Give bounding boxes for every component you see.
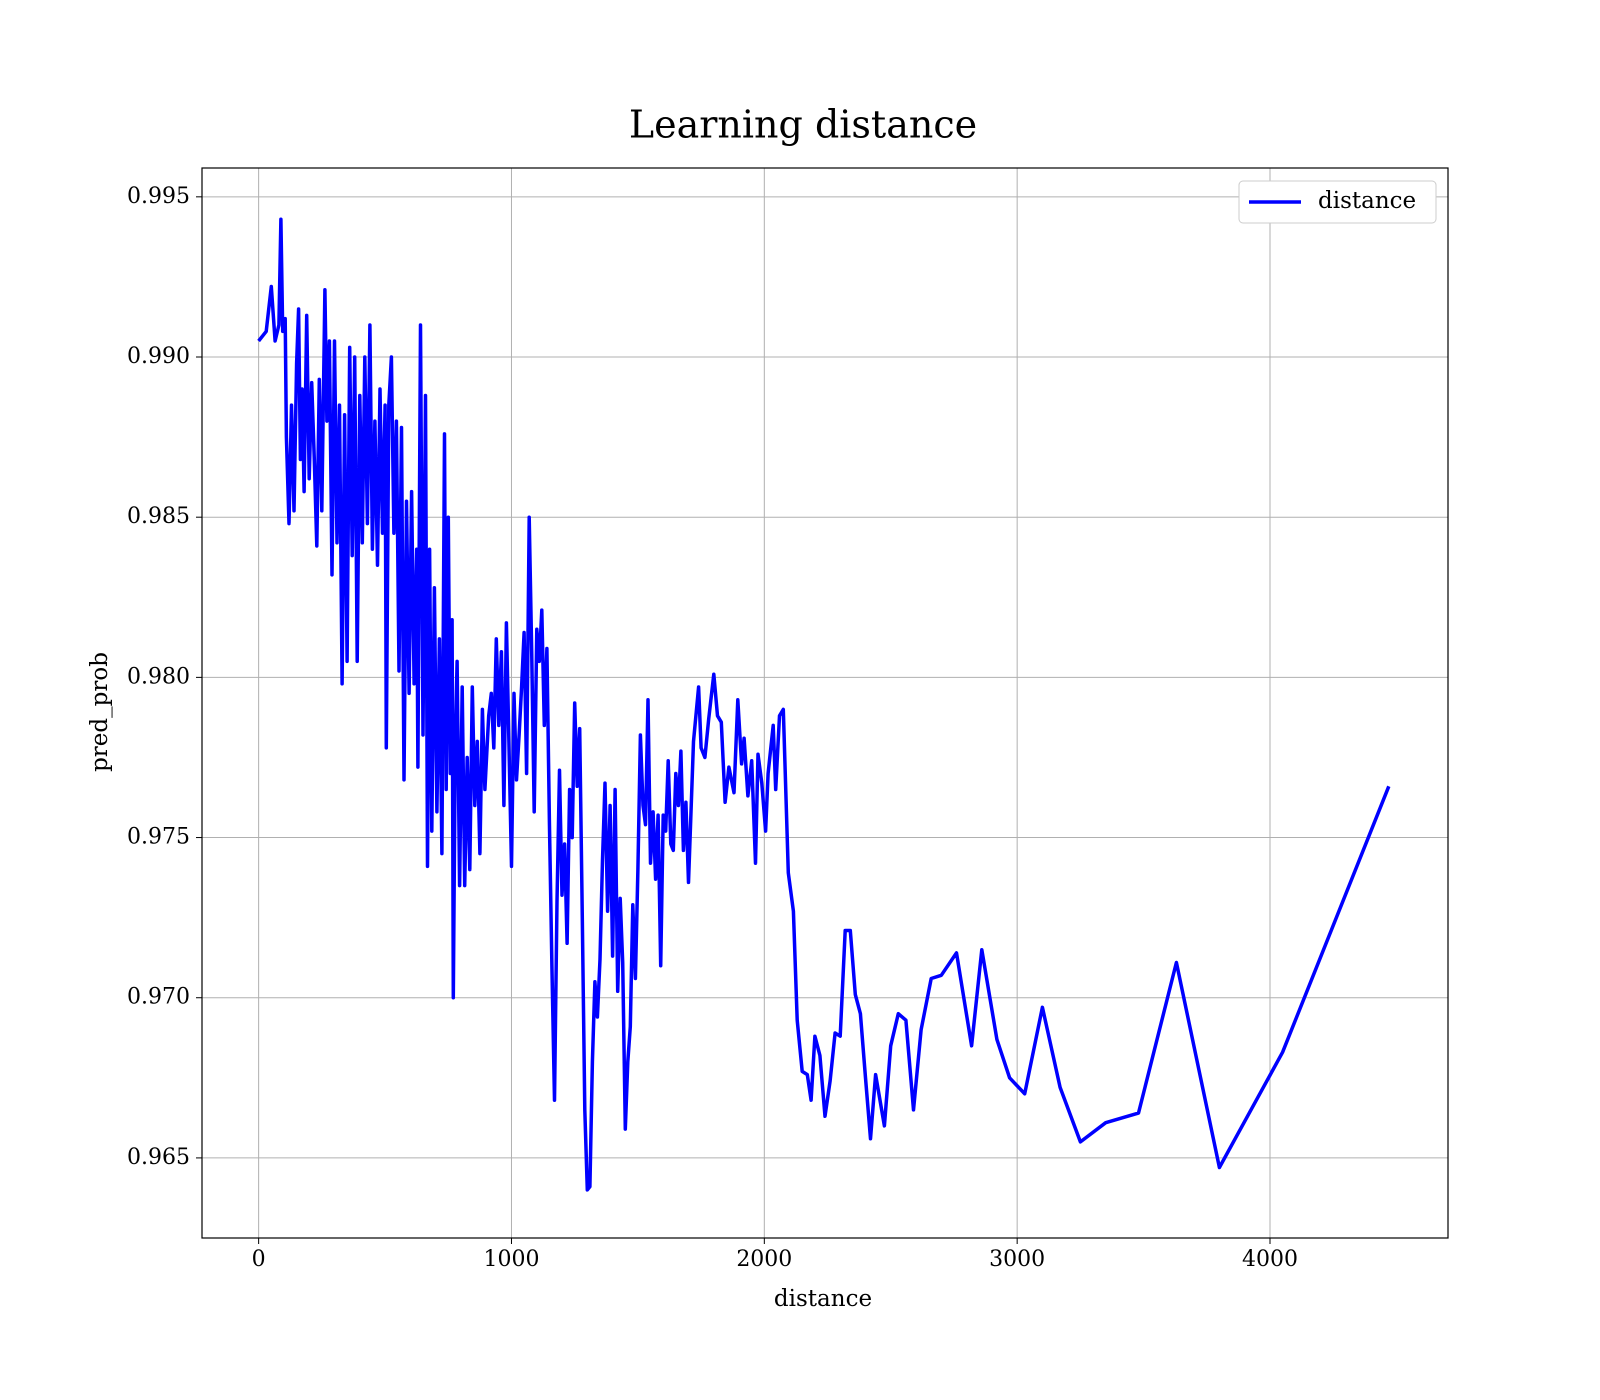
y-tick-label: 0.995	[127, 184, 190, 209]
x-tick-label: 3000	[989, 1247, 1045, 1272]
y-tick-label: 0.965	[127, 1145, 190, 1170]
x-tick-label: 4000	[1242, 1247, 1298, 1272]
y-tick-label: 0.985	[127, 504, 190, 529]
y-tick-label: 0.975	[127, 825, 190, 850]
x-tick-label: 1000	[483, 1247, 539, 1272]
plot-frame	[201, 167, 1449, 1239]
y-tick-label: 0.990	[127, 344, 190, 369]
y-tick-label: 0.980	[127, 664, 190, 689]
data-line	[257, 217, 1391, 1192]
x-tick-label: 0	[252, 1247, 266, 1272]
x-axis-label: distance	[774, 1286, 872, 1312]
x-tick-label: 2000	[736, 1247, 792, 1272]
y-axis-label: pred_prob	[87, 652, 113, 772]
legend-label: distance	[1318, 188, 1416, 214]
legend-box	[1238, 180, 1437, 224]
chart-title: Learning distance	[629, 103, 977, 147]
y-tick-label: 0.970	[127, 985, 190, 1010]
